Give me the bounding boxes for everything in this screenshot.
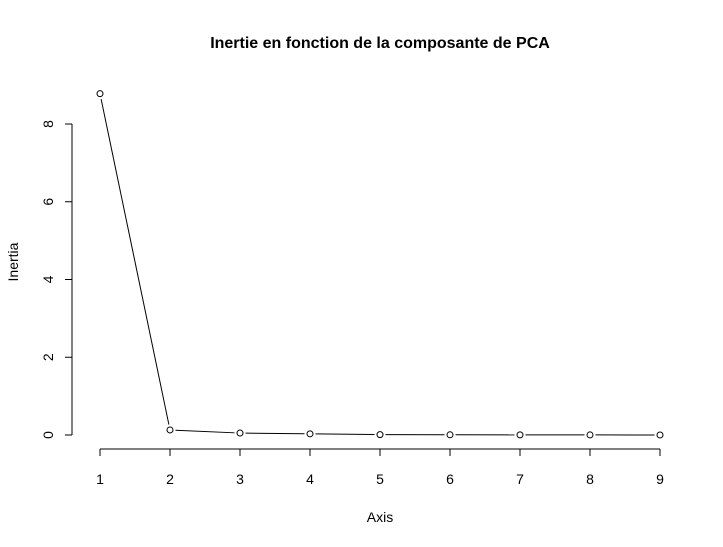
x-axis: 1 2 3 4 5 6 7 8 9 xyxy=(96,448,664,487)
x-tick-label: 2 xyxy=(166,471,174,487)
x-tick-label: 4 xyxy=(306,471,314,487)
series-line-segment xyxy=(245,432,305,435)
x-tick-label: 8 xyxy=(586,471,594,487)
y-tick-label: 2 xyxy=(40,353,56,361)
y-tick-label: 4 xyxy=(40,275,56,283)
x-tick-label: 5 xyxy=(376,471,384,487)
x-tick-label: 7 xyxy=(516,471,524,487)
data-point xyxy=(516,431,524,439)
chart-title: Inertie en fonction de la composante de … xyxy=(210,35,550,52)
data-point xyxy=(306,430,314,438)
x-axis-label: Axis xyxy=(367,509,393,525)
series-line-segment xyxy=(175,429,235,434)
y-axis: 0 2 4 6 8 xyxy=(40,120,73,439)
y-tick-label: 6 xyxy=(40,198,56,206)
x-tick-label: 3 xyxy=(236,471,244,487)
y-tick-label: 0 xyxy=(40,431,56,439)
x-tick-label: 6 xyxy=(446,471,454,487)
data-point xyxy=(166,426,174,434)
data-point xyxy=(376,431,384,439)
x-tick-label: 9 xyxy=(656,471,664,487)
data-point xyxy=(236,429,244,437)
x-tick-label: 1 xyxy=(96,471,104,487)
data-point xyxy=(446,431,454,439)
series-line-segment xyxy=(315,433,375,436)
data-point xyxy=(586,431,594,439)
series-line-segment xyxy=(100,98,170,425)
data-series xyxy=(96,90,664,439)
y-tick-label: 8 xyxy=(40,120,56,128)
y-axis-label: Inertia xyxy=(5,242,21,281)
data-point xyxy=(656,431,664,439)
data-point xyxy=(96,90,104,98)
